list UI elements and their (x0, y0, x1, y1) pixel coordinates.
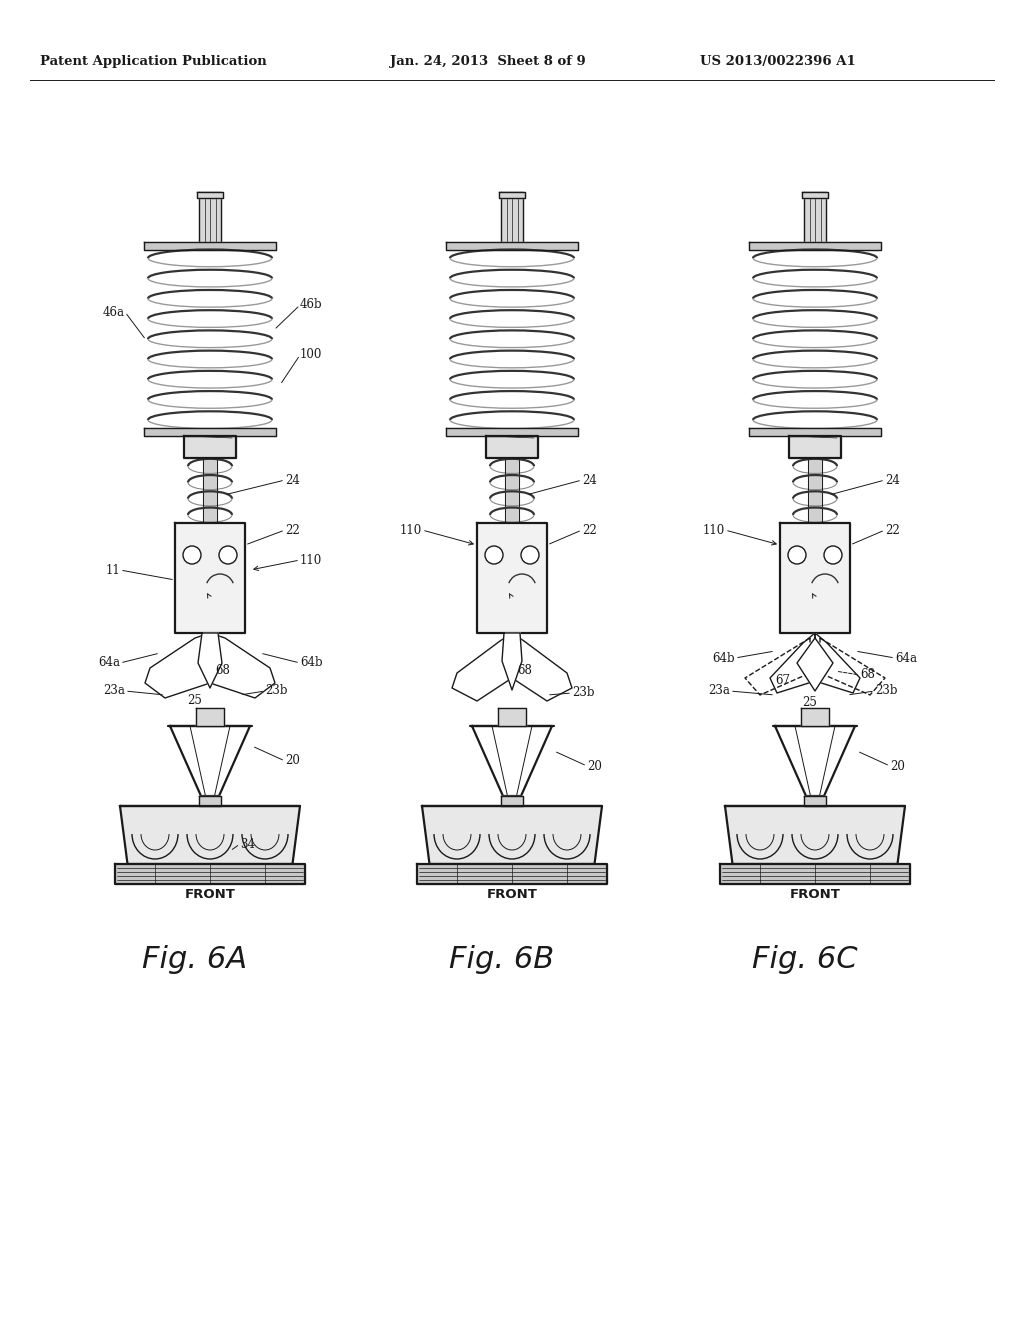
Text: US 2013/0022396 A1: US 2013/0022396 A1 (700, 55, 856, 69)
Text: 24: 24 (285, 474, 300, 487)
Polygon shape (804, 191, 826, 246)
Text: 46b: 46b (300, 298, 323, 312)
Polygon shape (144, 242, 276, 249)
Polygon shape (198, 634, 222, 688)
Polygon shape (175, 523, 245, 634)
Polygon shape (115, 865, 305, 884)
Text: 34: 34 (240, 837, 255, 850)
Circle shape (485, 546, 503, 564)
Text: 23b: 23b (265, 685, 288, 697)
Polygon shape (203, 458, 217, 523)
Text: Fig. 6B: Fig. 6B (450, 945, 555, 974)
Circle shape (521, 546, 539, 564)
Text: 25: 25 (187, 694, 202, 708)
Text: Patent Application Publication: Patent Application Publication (40, 55, 266, 69)
Polygon shape (196, 708, 224, 726)
Text: 22: 22 (582, 524, 597, 536)
Text: 68: 68 (860, 668, 874, 681)
Text: 20: 20 (587, 759, 602, 772)
Polygon shape (184, 436, 236, 458)
Text: 23b: 23b (874, 685, 897, 697)
Text: 22: 22 (885, 524, 900, 536)
Polygon shape (749, 242, 881, 249)
Polygon shape (144, 428, 276, 436)
Text: 23b: 23b (572, 686, 595, 700)
Text: Jan. 24, 2013  Sheet 8 of 9: Jan. 24, 2013 Sheet 8 of 9 (390, 55, 586, 69)
Text: 24: 24 (582, 474, 597, 487)
Polygon shape (199, 191, 221, 246)
Polygon shape (452, 634, 512, 701)
Text: 64b: 64b (300, 656, 323, 669)
Polygon shape (422, 807, 602, 865)
Text: 24: 24 (885, 474, 900, 487)
Polygon shape (498, 708, 526, 726)
Polygon shape (502, 634, 522, 690)
Polygon shape (808, 458, 822, 523)
Text: 11: 11 (105, 564, 120, 577)
Text: 46a: 46a (103, 305, 125, 318)
Polygon shape (797, 638, 833, 690)
Polygon shape (417, 865, 607, 884)
Circle shape (219, 546, 237, 564)
Polygon shape (197, 191, 223, 198)
Polygon shape (770, 634, 815, 693)
Text: 67: 67 (775, 675, 790, 688)
Text: 110: 110 (399, 524, 422, 536)
Text: Fig. 6A: Fig. 6A (142, 945, 248, 974)
Polygon shape (486, 436, 538, 458)
Polygon shape (505, 458, 519, 523)
Text: 100: 100 (300, 348, 323, 362)
Text: 20: 20 (285, 755, 300, 767)
Polygon shape (499, 191, 525, 198)
Text: FRONT: FRONT (790, 888, 841, 902)
Polygon shape (446, 428, 578, 436)
Polygon shape (472, 726, 552, 796)
Polygon shape (170, 726, 250, 796)
Polygon shape (120, 807, 300, 865)
Text: 23a: 23a (709, 685, 730, 697)
Polygon shape (745, 638, 810, 696)
Polygon shape (477, 523, 547, 634)
Circle shape (183, 546, 201, 564)
Text: 68: 68 (215, 664, 229, 677)
Circle shape (824, 546, 842, 564)
Polygon shape (199, 796, 221, 807)
Polygon shape (790, 436, 841, 458)
Polygon shape (802, 191, 828, 198)
Text: 25: 25 (803, 697, 817, 710)
Circle shape (788, 546, 806, 564)
Polygon shape (145, 634, 210, 698)
Text: 22: 22 (285, 524, 300, 536)
Text: 64a: 64a (895, 652, 918, 664)
Text: 110: 110 (702, 524, 725, 536)
Polygon shape (801, 708, 829, 726)
Polygon shape (446, 242, 578, 249)
Polygon shape (820, 638, 885, 696)
Polygon shape (749, 428, 881, 436)
Polygon shape (804, 796, 826, 807)
Polygon shape (512, 634, 572, 701)
Polygon shape (210, 634, 275, 698)
Text: 68: 68 (517, 664, 531, 677)
Polygon shape (720, 865, 910, 884)
Polygon shape (775, 726, 855, 796)
Text: 110: 110 (300, 553, 323, 566)
Text: 20: 20 (890, 759, 905, 772)
Polygon shape (780, 523, 850, 634)
Polygon shape (501, 796, 523, 807)
Text: FRONT: FRONT (184, 888, 236, 902)
Polygon shape (501, 191, 523, 246)
Polygon shape (725, 807, 905, 865)
Text: FRONT: FRONT (486, 888, 538, 902)
Polygon shape (815, 634, 860, 693)
Text: 64a: 64a (98, 656, 120, 669)
Text: 64b: 64b (713, 652, 735, 664)
Text: Fig. 6C: Fig. 6C (753, 945, 858, 974)
Text: 23a: 23a (103, 685, 125, 697)
